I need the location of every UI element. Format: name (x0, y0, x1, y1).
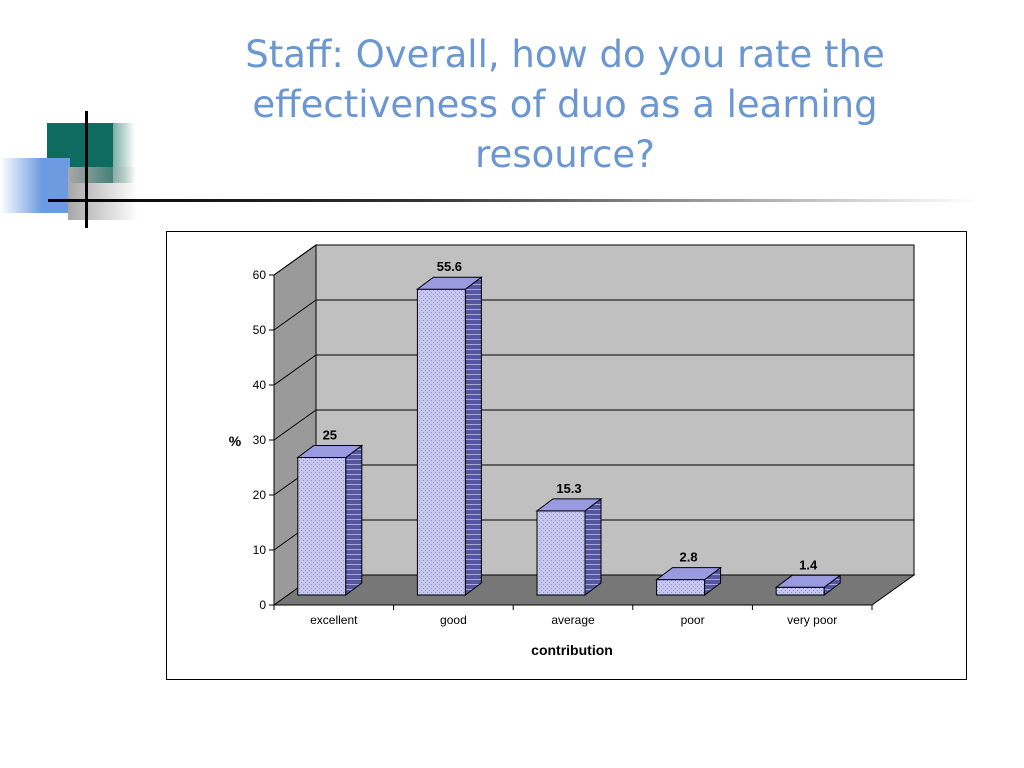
y-tick-label: 10 (253, 543, 267, 557)
bar-top (655, 567, 723, 581)
bar-average: 15.3 (535, 481, 603, 596)
y-tick-label: 30 (253, 433, 267, 447)
bar-side (345, 444, 363, 596)
y-tick-label: 0 (259, 598, 266, 612)
decor-gray-square (68, 167, 138, 220)
data-label: 1.4 (799, 557, 818, 572)
bar-good: 55.6 (415, 259, 483, 596)
y-axis-label: % (229, 433, 242, 449)
x-tick-label: excellent (310, 613, 358, 627)
y-tick-label: 60 (253, 268, 267, 282)
data-label: 55.6 (437, 259, 462, 274)
data-label: 25 (323, 428, 337, 443)
bar-side (584, 497, 602, 596)
data-label: 2.8 (680, 550, 698, 565)
bar-very-poor: 1.4 (774, 557, 842, 596)
bar-top (296, 445, 364, 458)
data-label: 15.3 (556, 481, 581, 496)
x-axis-label: contribution (531, 642, 613, 658)
decor-blue-square (0, 158, 70, 213)
decor-vertical-line (85, 111, 88, 228)
gridline-side (273, 409, 317, 441)
y-tick-label: 20 (253, 488, 267, 502)
bar-chart: 25 55.6 15.3 2.8 1.4 0 10 20 30 40 50 60 excellent g… (229, 244, 916, 658)
bar-top (415, 276, 483, 290)
bar-front (297, 457, 347, 596)
x-tick-label: average (551, 613, 595, 627)
bar-front (536, 510, 586, 596)
slide-title: Staff: Overall, how do you rate the effe… (245, 33, 885, 176)
bar-front (416, 288, 466, 596)
gridline-side (273, 354, 317, 386)
bar-poor: 2.8 (655, 550, 723, 596)
bar-side (464, 276, 482, 596)
bar-front (775, 586, 825, 596)
y-tick-label: 50 (253, 323, 267, 337)
y-tick-label: 40 (253, 378, 267, 392)
x-tick-label: very poor (787, 613, 837, 627)
x-tick-label: good (440, 613, 467, 627)
bar-top (535, 498, 603, 512)
decor-horizontal-line (48, 199, 978, 202)
gridline-side (273, 299, 317, 331)
x-tick-label: poor (681, 613, 705, 627)
bar-excellent: 25 (296, 428, 364, 596)
gridline-side (273, 244, 317, 276)
bar-top (774, 574, 842, 588)
chart-frame: 25 55.6 15.3 2.8 1.4 0 10 20 30 40 50 60 excellent g… (166, 231, 967, 680)
bar-front (656, 579, 706, 596)
